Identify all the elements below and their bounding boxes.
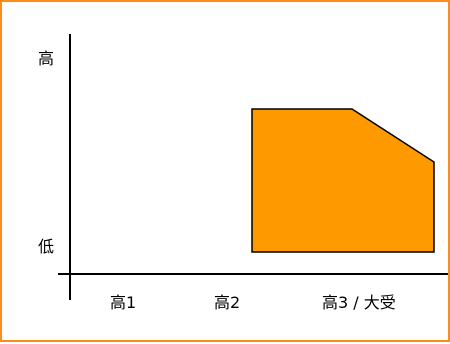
x-tick-label-1: 高1: [110, 293, 136, 312]
x-tick-label-3: 高3 / 大受: [322, 293, 396, 312]
filled-region: [251, 108, 435, 253]
x-tick-label-2: 高2: [214, 293, 240, 312]
y-axis-top-label: 高: [38, 49, 54, 68]
y-axis-bottom-label: 低: [38, 237, 54, 256]
